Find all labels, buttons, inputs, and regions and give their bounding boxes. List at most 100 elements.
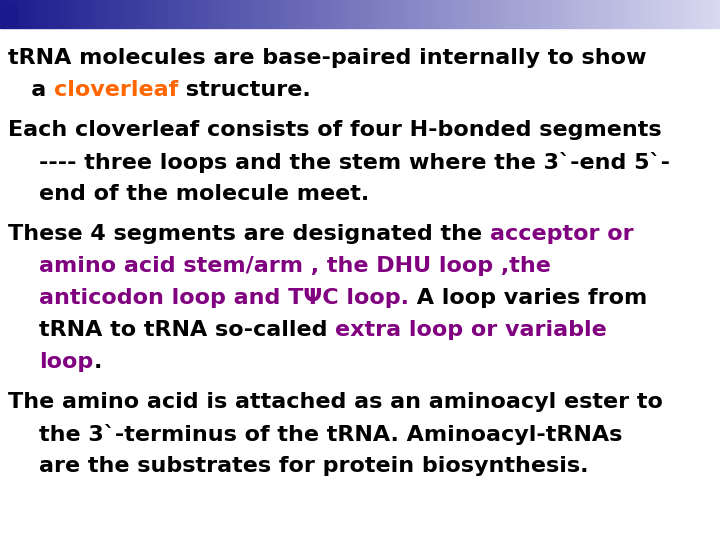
Bar [504,0,510,28]
Bar [408,0,414,28]
Bar [348,0,354,28]
Bar [234,0,240,28]
Bar [186,0,192,28]
Bar [540,0,546,28]
Bar [156,0,162,28]
Bar [78,0,84,28]
Bar [114,0,120,28]
Text: The amino acid is attached as an aminoacyl ester to: The amino acid is attached as an aminoac… [8,392,663,412]
Bar [630,0,636,28]
Bar [378,0,384,28]
Text: cloverleaf: cloverleaf [54,80,179,100]
Bar [12,0,18,28]
Bar [564,0,570,28]
Bar [516,0,522,28]
Bar [0,0,6,28]
Bar [366,0,372,28]
Bar [258,0,264,28]
Bar [426,0,432,28]
Bar [390,0,396,28]
Bar [294,0,300,28]
Bar [60,0,66,28]
Bar [180,0,186,28]
Bar [36,0,42,28]
Bar [282,0,288,28]
Bar [678,0,684,28]
Bar [246,0,252,28]
Bar [306,0,312,28]
Bar [318,0,324,28]
Bar [354,0,360,28]
Bar [396,0,402,28]
Bar [594,0,600,28]
Bar [714,0,720,28]
Bar [210,0,216,28]
Text: acceptor or: acceptor or [490,224,634,244]
Bar [4,6,18,24]
Bar [582,0,588,28]
Bar [558,0,564,28]
Bar [636,0,642,28]
Bar [528,0,534,28]
Bar [72,0,78,28]
Text: .: . [94,352,102,372]
Bar [660,0,666,28]
Bar [240,0,246,28]
Bar [522,0,528,28]
Text: anticodon loop and TΨC loop.: anticodon loop and TΨC loop. [39,288,409,308]
Bar [216,0,222,28]
Bar [252,0,258,28]
Bar [54,0,60,28]
Bar [696,0,702,28]
Text: A loop varies from: A loop varies from [409,288,647,308]
Bar [24,0,30,28]
Bar [42,0,48,28]
Bar [420,0,426,28]
Bar [468,0,474,28]
Bar [30,0,36,28]
Bar [102,0,108,28]
Bar [198,0,204,28]
Bar [132,0,138,28]
Bar [168,0,174,28]
Bar [462,0,468,28]
Bar [492,0,498,28]
Bar [576,0,582,28]
Bar [126,0,132,28]
Bar [300,0,306,28]
Bar [264,0,270,28]
Text: the 3`-terminus of the tRNA. Aminoacyl-tRNAs: the 3`-terminus of the tRNA. Aminoacyl-t… [8,424,622,445]
Bar [534,0,540,28]
Bar [360,0,366,28]
Bar [702,0,708,28]
Bar [498,0,504,28]
Bar [48,0,54,28]
Bar [480,0,486,28]
Bar [120,0,126,28]
Bar [708,0,714,28]
Bar [438,0,444,28]
Text: These 4 segments are designated the: These 4 segments are designated the [8,224,490,244]
Bar [228,0,234,28]
Bar [654,0,660,28]
Bar [204,0,210,28]
Bar [672,0,678,28]
Bar [552,0,558,28]
Bar [642,0,648,28]
Bar [384,0,390,28]
Bar [84,0,90,28]
Bar [324,0,330,28]
Text: amino acid stem/arm , the DHU loop ,the: amino acid stem/arm , the DHU loop ,the [39,256,551,276]
Bar [276,0,282,28]
Bar [684,0,690,28]
Bar [546,0,552,28]
Bar [690,0,696,28]
Text: a: a [8,80,54,100]
Text: tRNA molecules are base-paired internally to show: tRNA molecules are base-paired internall… [8,48,647,68]
Bar [66,0,72,28]
Bar [108,0,114,28]
Bar [174,0,180,28]
Text: are the substrates for protein biosynthesis.: are the substrates for protein biosynthe… [8,456,588,476]
Bar [288,0,294,28]
Bar [474,0,480,28]
